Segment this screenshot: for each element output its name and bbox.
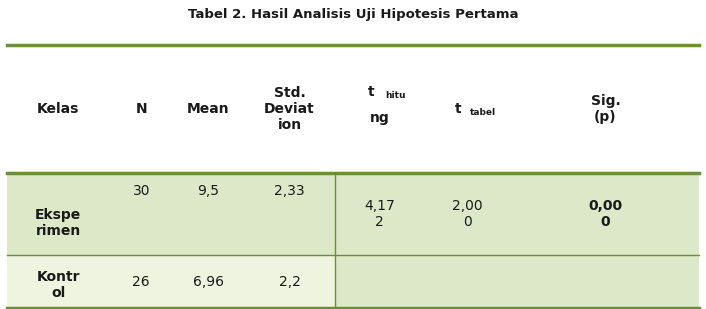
Bar	[512, 173, 699, 255]
Text: Kelas: Kelas	[37, 102, 80, 116]
Text: 2,2: 2,2	[279, 275, 300, 289]
Bar	[424, 173, 512, 255]
Text: 2,33: 2,33	[274, 184, 305, 198]
Text: t: t	[368, 85, 374, 99]
Bar	[244, 173, 335, 255]
Bar	[7, 173, 109, 255]
Text: 30: 30	[133, 184, 150, 198]
Text: N: N	[136, 102, 147, 116]
Text: 0,00
0: 0,00 0	[588, 199, 623, 229]
Text: 2,00
0: 2,00 0	[453, 199, 483, 229]
Bar	[335, 173, 424, 255]
Bar	[109, 45, 173, 173]
Bar	[244, 255, 335, 309]
Bar	[244, 45, 335, 173]
Bar	[173, 173, 244, 255]
Bar	[109, 173, 173, 255]
Text: Tabel 2. Hasil Analisis Uji Hipotesis Pertama: Tabel 2. Hasil Analisis Uji Hipotesis Pe…	[188, 8, 518, 21]
Text: 4,17
2: 4,17 2	[364, 199, 395, 229]
Text: Ekspe
rimen: Ekspe rimen	[35, 208, 81, 238]
Bar	[109, 255, 173, 309]
Text: 26: 26	[133, 275, 150, 289]
Text: Kontr
ol: Kontr ol	[37, 270, 80, 300]
Text: t: t	[455, 102, 461, 116]
Bar	[424, 45, 512, 173]
Bar	[7, 255, 109, 309]
Text: Mean: Mean	[187, 102, 229, 116]
Bar	[173, 255, 244, 309]
Text: Sig.
(p): Sig. (p)	[590, 94, 621, 124]
Text: hitu: hitu	[385, 91, 405, 100]
Bar	[512, 45, 699, 173]
Bar	[335, 255, 424, 309]
Text: 9,5: 9,5	[197, 184, 220, 198]
Text: tabel: tabel	[470, 108, 496, 117]
Bar	[512, 255, 699, 309]
Bar	[173, 45, 244, 173]
Bar	[335, 45, 424, 173]
Text: ng: ng	[370, 111, 389, 125]
Bar	[7, 45, 109, 173]
Bar	[424, 255, 512, 309]
Text: Std.
Deviat
ion: Std. Deviat ion	[264, 86, 315, 132]
Text: 6,96: 6,96	[193, 275, 224, 289]
